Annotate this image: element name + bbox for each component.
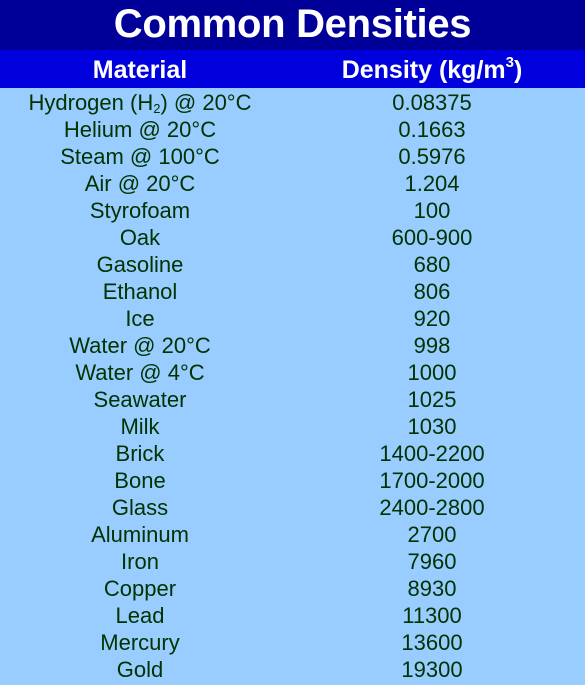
density-cell: 806 [413, 279, 451, 304]
material-cell: Gold [116, 657, 164, 682]
table-row: Ice 920 [0, 306, 585, 333]
material-cell: Water @ 4°C [75, 360, 205, 385]
material-cell: Ice [125, 306, 155, 331]
material-cell: Mercury [100, 630, 180, 655]
material-cell: Water @ 20°C [69, 333, 211, 358]
table-row: Helium @ 20°C 0.1663 [0, 117, 585, 144]
table-row: Brick 1400-2200 [0, 441, 585, 468]
density-cell: 2400-2800 [379, 495, 485, 520]
table-row: Air @ 20°C 1.204 [0, 171, 585, 198]
density-cell: 920 [413, 306, 451, 331]
material-cell: Glass [111, 495, 169, 520]
material-cell: Lead [115, 603, 165, 628]
material-cell: Seawater [93, 387, 187, 412]
density-header-exponent: 3 [505, 54, 514, 71]
material-cell: Steam @ 100°C [60, 144, 220, 169]
density-cell: 1400-2200 [379, 441, 485, 466]
density-cell: 0.08375 [392, 90, 472, 115]
density-header-label: Density (kg/m [341, 56, 506, 84]
material-cell: Air @ 20°C [84, 171, 196, 196]
table-row: Water @ 4°C 1000 [0, 360, 585, 387]
table-row: Aluminum 2700 [0, 522, 585, 549]
density-cell: 1025 [407, 387, 457, 412]
table-row: Hydrogen (H2) @ 20°C 0.08375 [0, 90, 585, 117]
material-cell: Ethanol [102, 279, 178, 304]
density-cell: 1700-2000 [379, 468, 485, 493]
material-cell: Milk [120, 414, 160, 439]
density-cell: 100 [413, 198, 451, 223]
table-header: Material Density (kg/m3) [0, 50, 585, 88]
density-cell: 1030 [407, 414, 457, 439]
density-cell: 11300 [402, 603, 462, 628]
table-row: Mercury 13600 [0, 630, 585, 657]
density-cell: 19300 [401, 657, 463, 682]
density-cell: 998 [413, 333, 451, 358]
material-cell: Aluminum [91, 522, 189, 547]
density-cell: 0.1663 [398, 117, 466, 142]
table-row: Glass 2400-2800 [0, 495, 585, 522]
density-cell: 1000 [407, 360, 457, 385]
material-cell: Helium @ 20°C [63, 117, 217, 142]
density-cell: 680 [413, 252, 451, 277]
table-row: Seawater 1025 [0, 387, 585, 414]
hydrogen-name: Hydrogen (H [28, 90, 154, 115]
density-header-close: ) [513, 56, 523, 84]
table-row: Bone 1700-2000 [0, 468, 585, 495]
material-column-header: Material [92, 56, 188, 84]
material-cell: Gasoline [96, 252, 184, 277]
material-cell: Copper [103, 576, 177, 601]
material-cell: Hydrogen (H2) @ 20°C [0, 90, 280, 116]
table-row: Copper 8930 [0, 576, 585, 603]
table-row: Iron 7960 [0, 549, 585, 576]
table-row: Ethanol 806 [0, 279, 585, 306]
table-row: Lead 11300 [0, 603, 585, 630]
material-cell: Bone [114, 468, 166, 493]
table-row: Gold 19300 [0, 657, 585, 684]
density-cell: 2700 [407, 522, 457, 547]
density-cell: 8930 [407, 576, 457, 601]
material-cell: Iron [121, 549, 159, 574]
page-title: Common Densities [0, 0, 585, 50]
table-row: Gasoline 680 [0, 252, 585, 279]
density-column-header: Density (kg/m3) [282, 50, 582, 90]
material-cell: Styrofoam [89, 198, 191, 223]
density-table: Hydrogen (H2) @ 20°C 0.08375 Helium @ 20… [0, 90, 585, 684]
density-cell: 7960 [407, 549, 457, 574]
density-cell: 1.204 [404, 171, 460, 196]
density-cell: 600-900 [391, 225, 473, 250]
hydrogen-suffix: ) @ 20°C [160, 90, 252, 115]
density-cell: 0.5976 [398, 144, 466, 169]
table-row: Oak 600-900 [0, 225, 585, 252]
material-cell: Brick [115, 441, 165, 466]
hydrogen-subscript: 2 [153, 101, 161, 116]
table-row: Styrofoam 100 [0, 198, 585, 225]
density-cell: 13600 [401, 630, 463, 655]
table-row: Water @ 20°C 998 [0, 333, 585, 360]
table-row: Milk 1030 [0, 414, 585, 441]
table-row: Steam @ 100°C 0.5976 [0, 144, 585, 171]
material-cell: Oak [119, 225, 161, 250]
